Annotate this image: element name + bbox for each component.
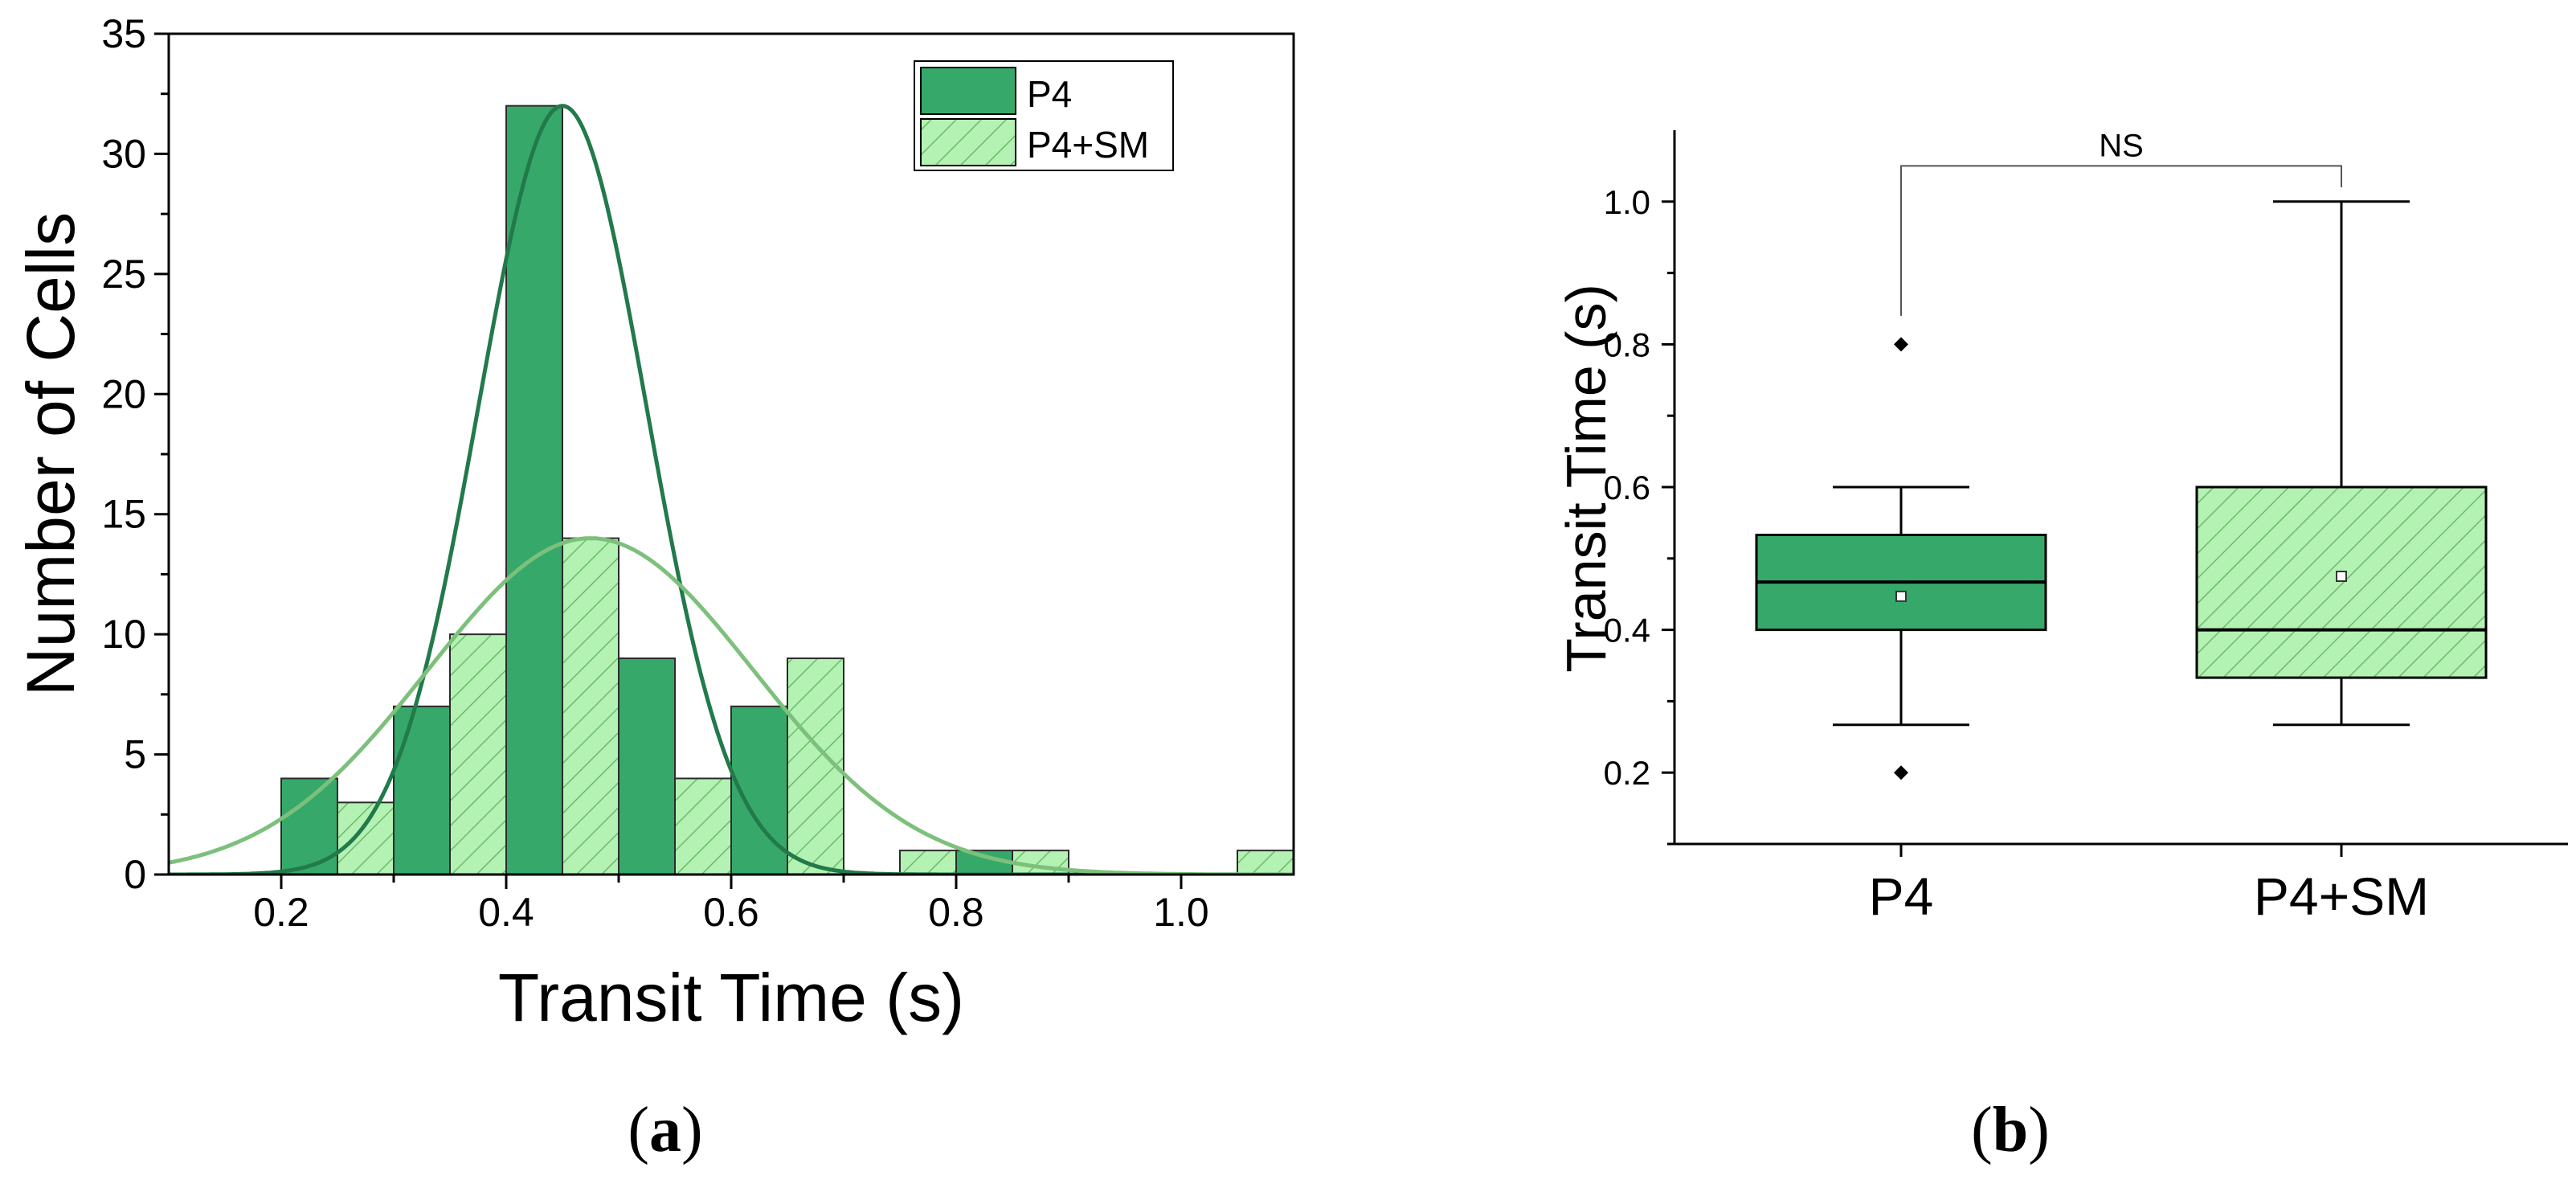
- fit-curve-p4: [169, 104, 1294, 875]
- y-tick-label: 0.8: [1604, 326, 1650, 363]
- panel-label-a-letter: a: [649, 1095, 681, 1165]
- y-tick-label: 0.4: [1604, 612, 1650, 649]
- histogram-panel: 0.2 0.4 0.6 0.8 1.0 0 5 10 15 20 25 30 35 Transit Ti…: [13, 11, 1295, 1165]
- legend-swatch-p4: [920, 67, 1016, 115]
- y-tick-label: 0: [124, 852, 146, 897]
- x-category-label-p4-sm: P4+SM: [2254, 866, 2429, 926]
- histogram-axes: 0.2 0.4 0.6 0.8 1.0 0 5 10 15 20 25 30 35: [101, 11, 1208, 935]
- significance-label: NS: [2099, 128, 2144, 163]
- histogram-bars: [280, 104, 1294, 876]
- x-tick-label: 1.0: [1153, 890, 1209, 935]
- x-tick-label: 0.4: [478, 890, 534, 935]
- x-tick-label: 0.6: [703, 890, 759, 935]
- box-p4-sm: [2195, 485, 2488, 679]
- panel-label-a-close: ): [681, 1095, 703, 1165]
- outlier-point-p4: [1894, 337, 1908, 352]
- panel-label-b-close: ): [2028, 1095, 2050, 1165]
- mean-marker-p4: [1895, 590, 1907, 602]
- panel-label-b-open: (: [1971, 1095, 1993, 1165]
- significance-bracket: [1900, 165, 2342, 316]
- histogram-bar-p4-sm: [1237, 850, 1294, 875]
- histogram-bar-p4-sm: [449, 633, 507, 876]
- histogram-bar-p4: [618, 657, 676, 875]
- outlier-point-p4: [1894, 765, 1908, 780]
- histogram-bar-p4: [505, 104, 563, 875]
- histogram-legend: P4 P4+SM: [914, 60, 1174, 171]
- fit-curves: [169, 104, 1294, 875]
- y-tick-label: 0.2: [1604, 754, 1650, 792]
- x-tick-label: 0.8: [928, 890, 984, 935]
- histogram-bar-p4-sm: [337, 801, 395, 875]
- y-tick-label: 30: [101, 131, 146, 176]
- histogram-y-axis-label: Number of Cells: [13, 212, 88, 696]
- significance-bracket-line: [1900, 165, 2342, 316]
- boxplot-panel: 0.2 0.4 0.6 0.8 1.0 P4 P4+SM NS Transit Time (…: [1555, 128, 2568, 1165]
- legend-swatch-p4-sm: [920, 118, 1016, 166]
- histogram-x-axis-label: Transit Time (s): [498, 960, 964, 1035]
- y-tick-label: 25: [101, 252, 146, 297]
- panel-label-b: (b): [1971, 1095, 2050, 1165]
- y-tick-label: 0.6: [1604, 469, 1650, 506]
- y-tick-label: 15: [101, 492, 146, 537]
- mean-marker-p4-sm: [2336, 571, 2347, 582]
- boxplot-y-axis-label: Transit Time (s): [1555, 284, 1617, 673]
- histogram-bar-p4-sm: [562, 537, 619, 875]
- legend-label-p4-sm: P4+SM: [1027, 124, 1149, 166]
- y-tick-label: 1.0: [1604, 183, 1650, 221]
- fit-curve-p4-sm: [169, 536, 1294, 875]
- y-tick-label: 20: [101, 371, 146, 416]
- boxplot-boxes: [1755, 200, 2488, 780]
- histogram-bar-p4-sm: [674, 777, 732, 876]
- panel-label-a-open: (: [628, 1095, 649, 1165]
- histogram-bar-p4: [280, 777, 338, 876]
- x-category-label-p4: P4: [1869, 866, 1934, 926]
- legend-label-p4: P4: [1027, 73, 1072, 115]
- y-tick-label: 5: [124, 732, 146, 777]
- x-tick-label: 0.2: [253, 890, 309, 935]
- panel-label-a: (a): [628, 1095, 702, 1165]
- boxplot-axes: 0.2 0.4 0.6 0.8 1.0 P4 P4+SM: [1604, 130, 2568, 926]
- y-tick-label: 35: [101, 11, 146, 56]
- panel-label-b-letter: b: [1993, 1095, 2029, 1165]
- y-tick-label: 10: [101, 612, 146, 657]
- histogram-bar-p4: [393, 705, 451, 875]
- histogram-bar-p4-sm: [899, 850, 957, 875]
